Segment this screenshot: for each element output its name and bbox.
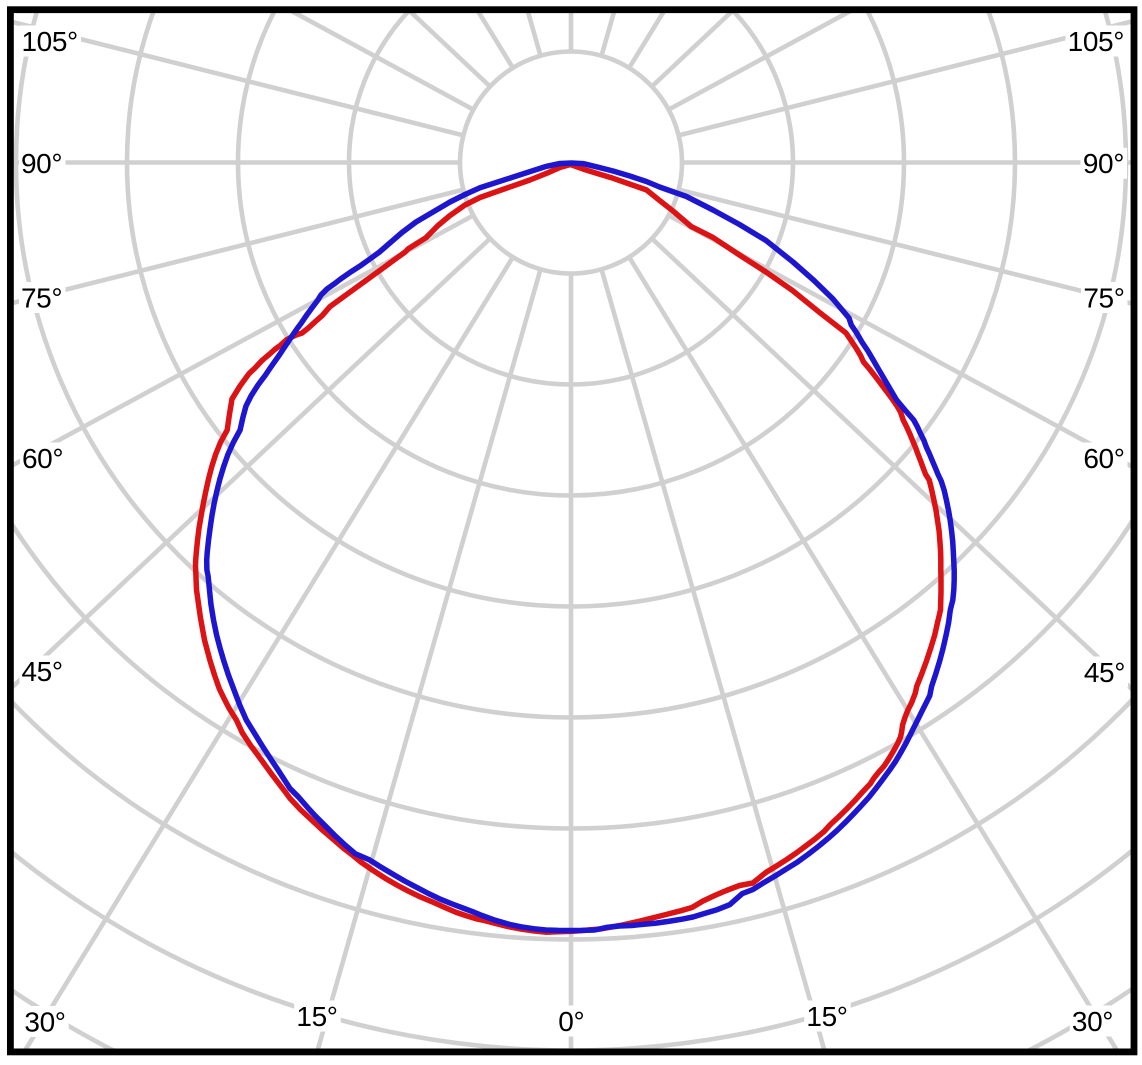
svg-text:0°: 0° [558,1006,584,1037]
svg-text:60°: 60° [22,443,63,474]
svg-text:105°: 105° [1068,26,1124,57]
svg-text:105°: 105° [22,26,78,57]
svg-text:75°: 75° [21,282,62,313]
svg-text:15°: 15° [296,1001,337,1032]
svg-text:90°: 90° [1083,148,1124,179]
svg-text:45°: 45° [22,656,63,687]
svg-text:60°: 60° [1083,443,1124,474]
svg-text:30°: 30° [1072,1006,1113,1037]
svg-text:15°: 15° [806,1001,847,1032]
svg-text:45°: 45° [1084,657,1125,688]
svg-text:90°: 90° [21,148,62,179]
svg-text:75°: 75° [1083,282,1124,313]
svg-text:30°: 30° [24,1006,65,1037]
